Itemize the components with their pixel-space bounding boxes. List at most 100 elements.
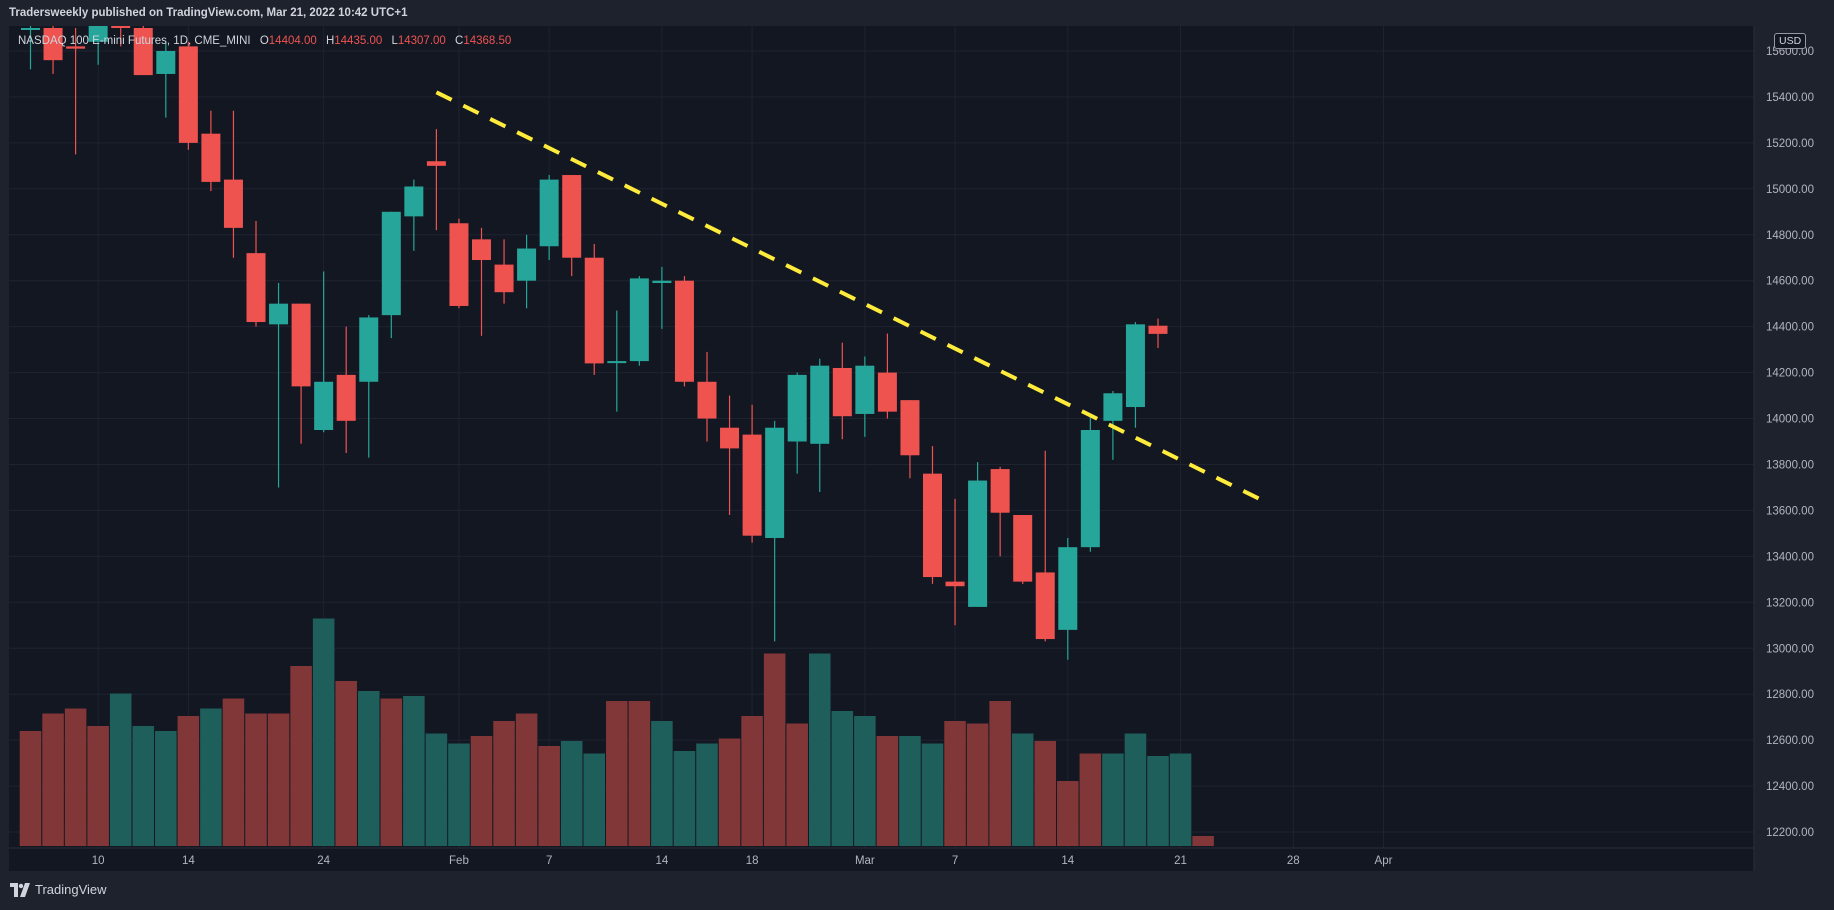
candle[interactable] [291, 303, 311, 444]
trendline[interactable] [435, 90, 1261, 501]
candle[interactable] [178, 41, 198, 150]
volume-bar [290, 666, 312, 846]
candle[interactable] [111, 19, 131, 47]
candle-body [1103, 393, 1123, 421]
candle[interactable] [810, 358, 830, 493]
candle[interactable] [156, 41, 176, 118]
candle-body [1148, 325, 1168, 334]
candle-body [765, 427, 785, 538]
trendline-dashed[interactable] [435, 90, 1261, 501]
volume-bar [403, 696, 425, 846]
x-tick-label: 7 [546, 855, 552, 867]
candle-body [968, 480, 988, 607]
volume-bar [1057, 781, 1079, 846]
volume-bar [448, 743, 470, 846]
candle-body [404, 186, 424, 217]
y-tick-label: 14600.00 [1766, 276, 1814, 288]
candle-body [607, 361, 627, 364]
candle[interactable] [968, 462, 988, 607]
candle[interactable] [223, 110, 243, 258]
candle[interactable] [832, 342, 852, 440]
candle-body [472, 239, 491, 261]
price-axis[interactable]: 15600.0015400.0015200.0015000.0014800.00… [1766, 46, 1814, 839]
candle[interactable] [246, 220, 266, 327]
candle[interactable] [517, 234, 537, 309]
candle[interactable] [765, 420, 785, 642]
candle[interactable] [359, 315, 379, 458]
volume-bar [876, 736, 899, 846]
candle-body [133, 28, 153, 76]
candle-body [336, 374, 356, 421]
candle[interactable] [88, 17, 108, 65]
candle[interactable] [945, 498, 965, 626]
candle-body [156, 50, 176, 74]
candle[interactable] [1013, 515, 1033, 584]
candle[interactable] [43, 19, 63, 74]
candle[interactable] [472, 227, 491, 336]
candle[interactable] [697, 351, 717, 442]
time-axis[interactable]: 10 14 24 Feb 7 14 18 Mar 7 14 21 28 Apr [92, 855, 1393, 867]
candle[interactable] [314, 271, 334, 433]
y-tick-label: 15400.00 [1766, 92, 1814, 104]
volume-bar [245, 713, 267, 846]
volume-bar [966, 723, 989, 846]
candle[interactable] [133, 21, 153, 76]
open-label: O [259, 35, 269, 47]
candle[interactable] [66, 28, 86, 155]
candle[interactable] [720, 395, 740, 516]
candle[interactable] [1058, 537, 1078, 660]
candle[interactable] [607, 310, 627, 412]
x-tick-label: 14 [1061, 855, 1074, 867]
candle[interactable] [449, 218, 469, 309]
candle[interactable] [742, 404, 762, 543]
candle[interactable] [404, 179, 424, 251]
currency-badge[interactable]: USD [1774, 33, 1807, 49]
candle[interactable] [629, 276, 649, 366]
x-tick-label: 24 [317, 855, 330, 867]
volume-bar [64, 708, 87, 846]
candle-body [945, 581, 965, 587]
volume-bar [470, 736, 493, 846]
volume-bar [1079, 753, 1102, 846]
candle[interactable] [426, 129, 446, 231]
candle-body [720, 427, 740, 449]
volume-bars [19, 618, 1214, 846]
volume-bar [425, 733, 448, 846]
volume-bar [357, 691, 380, 846]
candle[interactable] [494, 239, 514, 304]
footer-brand[interactable]: TradingView [10, 882, 107, 897]
candle[interactable] [201, 110, 221, 192]
volume-bar [312, 618, 335, 846]
candle[interactable] [562, 175, 582, 277]
candle[interactable] [21, 19, 40, 70]
candle[interactable] [1080, 413, 1100, 552]
x-tick-label: Apr [1375, 855, 1393, 867]
candle-body [269, 303, 289, 325]
candle[interactable] [900, 400, 920, 479]
candle[interactable] [923, 446, 942, 584]
candle[interactable] [855, 356, 875, 437]
candle[interactable] [381, 211, 401, 339]
candle[interactable] [990, 466, 1010, 557]
candle[interactable] [336, 326, 356, 453]
candle-body [539, 179, 559, 247]
candle-body [223, 179, 243, 228]
y-tick-label: 13600.00 [1766, 505, 1814, 517]
candle[interactable] [674, 276, 694, 387]
candle[interactable] [584, 243, 604, 375]
candle[interactable] [1148, 318, 1168, 349]
open-value: 14404.00 [268, 35, 317, 47]
candle[interactable] [539, 175, 559, 261]
candle[interactable] [877, 333, 897, 419]
candle[interactable] [269, 282, 289, 488]
x-tick-label: 14 [182, 855, 195, 867]
volume-bar [42, 713, 64, 846]
candle[interactable] [1125, 322, 1145, 428]
candle[interactable] [787, 372, 807, 474]
candle[interactable] [1035, 450, 1055, 642]
candle-body [111, 26, 131, 28]
candle-body [43, 28, 63, 61]
y-tick-label: 14800.00 [1766, 230, 1814, 242]
candle[interactable] [652, 266, 672, 329]
